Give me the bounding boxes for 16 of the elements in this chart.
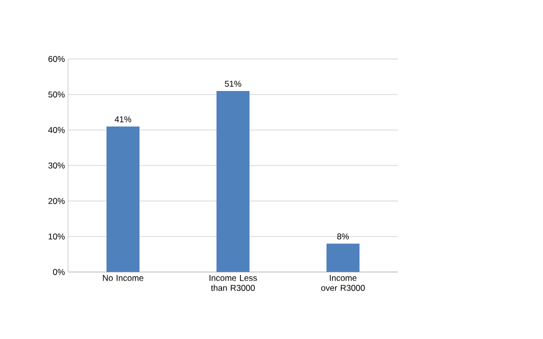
y-tick-label: 0% <box>53 269 65 275</box>
y-tick-label: 40% <box>48 127 65 133</box>
x-tick-label: Income over R3000 <box>321 275 365 291</box>
data-label: 8% <box>337 233 349 240</box>
data-label: 51% <box>224 80 242 87</box>
y-tick-label: 20% <box>48 198 65 204</box>
data-label: 41% <box>114 116 132 122</box>
bar <box>326 244 360 272</box>
y-tick-label: 50% <box>48 92 65 98</box>
bar <box>106 126 140 272</box>
y-tick-label: 60% <box>48 56 65 62</box>
x-tick-label: No Income <box>102 275 144 281</box>
y-tick-label: 30% <box>48 162 65 168</box>
x-tick-label: Income Less than R3000 <box>210 275 257 291</box>
y-tick-label: 10% <box>48 234 65 240</box>
bar <box>216 90 250 272</box>
